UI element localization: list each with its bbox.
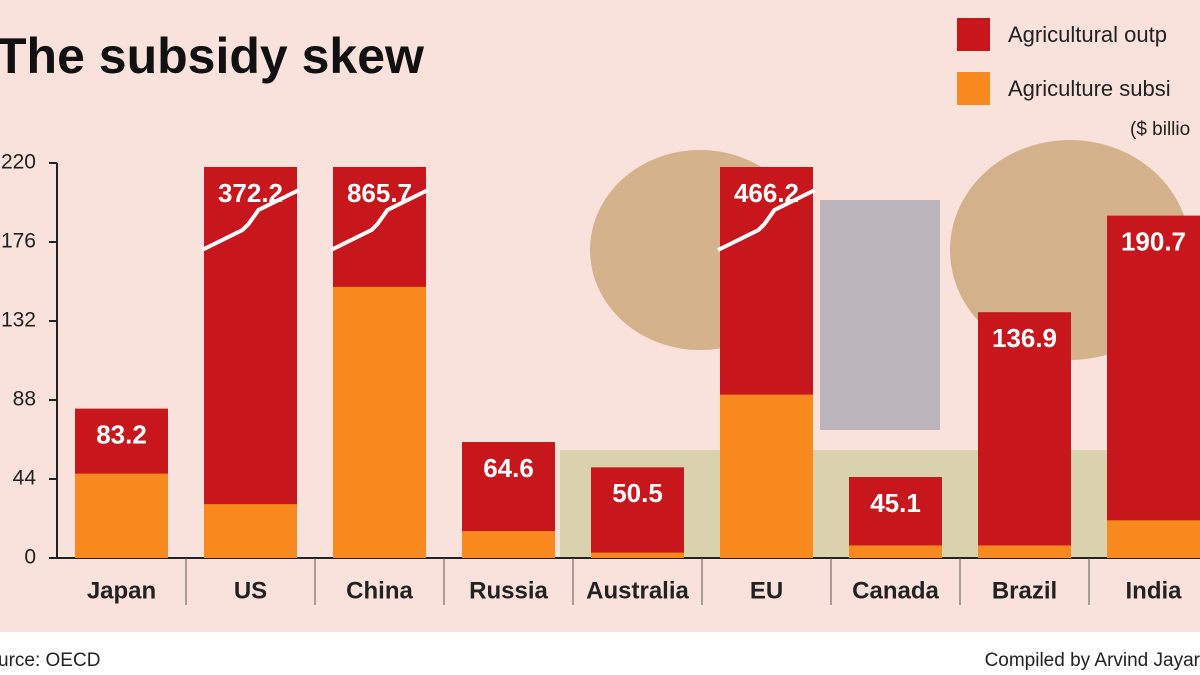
x-tick-label: Canada [852, 577, 939, 604]
legend-swatch [957, 18, 990, 51]
x-tick-label: EU [750, 577, 783, 604]
data-label: 466.2 [734, 178, 799, 208]
x-tick-label: Australia [586, 577, 689, 604]
y-tick-label: 176 [1, 230, 36, 253]
data-label: 45.1 [870, 488, 921, 518]
bar [978, 545, 1071, 558]
bar [720, 394, 813, 558]
bar [591, 467, 684, 558]
bar [849, 477, 942, 558]
x-tick-label: Japan [87, 577, 156, 604]
x-tick-label: China [346, 577, 413, 604]
legend-label: Agricultural outp [1008, 22, 1167, 47]
data-label: 64.6 [483, 453, 534, 483]
bar [75, 473, 168, 558]
x-tick-label: Brazil [992, 577, 1057, 604]
source: urce: OECD [0, 650, 100, 671]
y-tick-label: 132 [1, 309, 36, 332]
footer-background [0, 632, 1200, 675]
bar [591, 552, 684, 558]
x-tick-label: Russia [469, 577, 548, 604]
y-tick-label: 0 [24, 546, 36, 569]
chart-title: The subsidy skew [0, 28, 424, 84]
credit: Compiled by Arvind Jayar [985, 650, 1200, 671]
y-tick-label: 220 [1, 151, 36, 174]
axis-break [717, 188, 816, 252]
data-label: 136.9 [992, 323, 1057, 353]
bar [1107, 520, 1200, 558]
axis-break [330, 188, 429, 252]
data-label: 865.7 [347, 178, 412, 208]
legend-label: Agriculture subsi [1008, 76, 1171, 101]
axis-break [201, 188, 300, 252]
x-tick-label: India [1125, 577, 1182, 604]
subtitle: ($ billio [1130, 119, 1190, 140]
bar [462, 531, 555, 558]
bar [1107, 215, 1200, 558]
y-tick-label: 44 [13, 467, 37, 490]
data-label: 190.7 [1121, 226, 1186, 256]
data-label: 83.2 [96, 419, 147, 449]
data-label: 50.5 [612, 478, 663, 508]
data-label: 372.2 [218, 178, 283, 208]
y-tick-label: 88 [13, 388, 36, 411]
legend-swatch [957, 72, 990, 105]
bar [978, 312, 1071, 558]
x-tick-label: US [234, 577, 267, 604]
bar [204, 167, 297, 558]
bar [849, 545, 942, 558]
bar [204, 504, 297, 558]
bar [333, 286, 426, 558]
